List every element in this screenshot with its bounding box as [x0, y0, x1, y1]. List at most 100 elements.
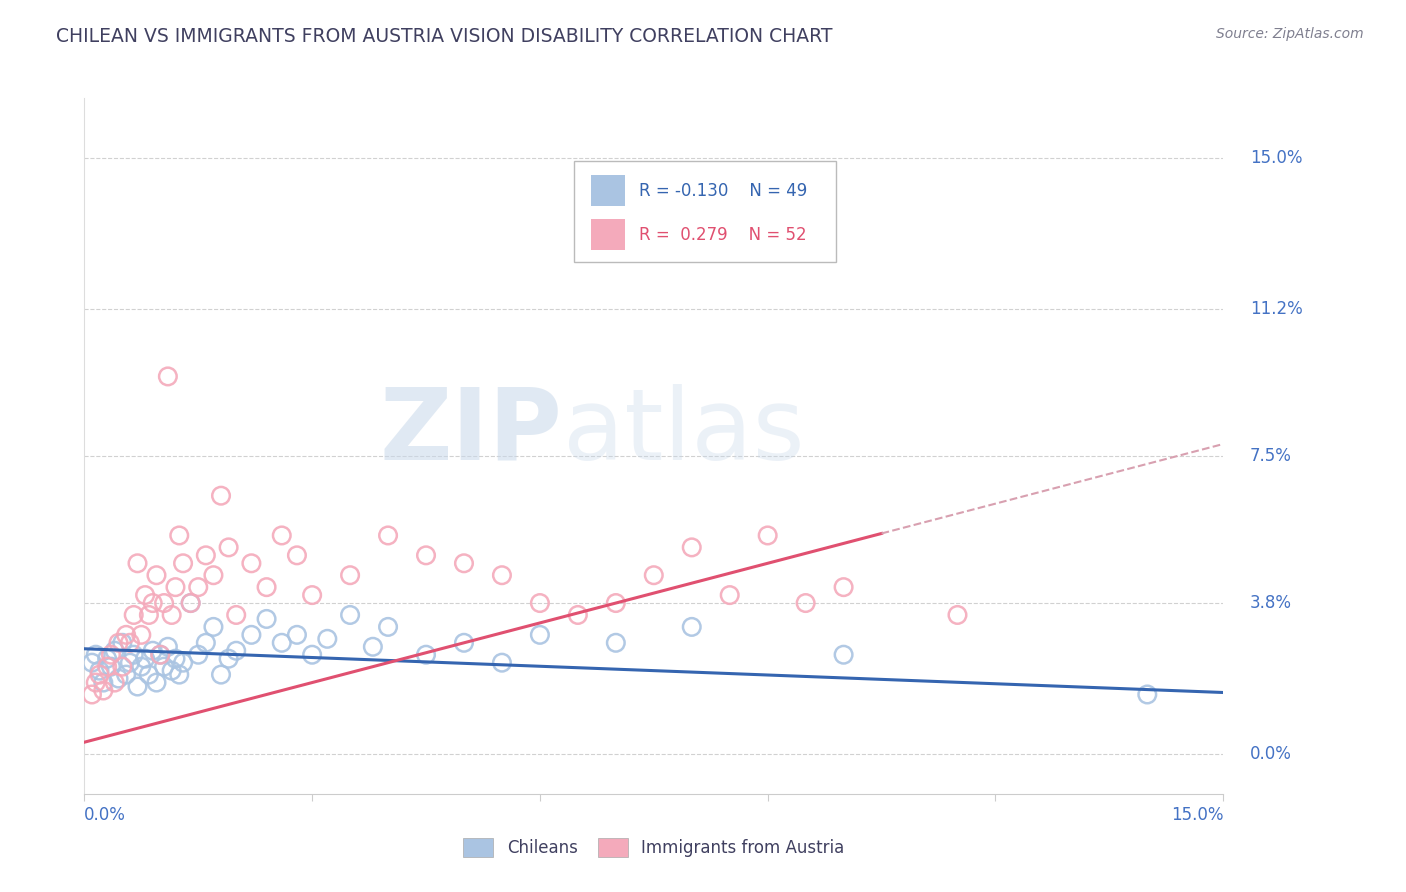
Point — [153, 659, 176, 673]
Point — [256, 580, 278, 594]
Point — [301, 648, 323, 662]
Point — [129, 659, 153, 673]
Point — [718, 588, 741, 602]
Point — [180, 596, 202, 610]
Point — [605, 596, 627, 610]
Point — [832, 580, 855, 594]
Point — [285, 549, 308, 563]
Point — [218, 651, 240, 665]
Point — [115, 628, 138, 642]
Point — [270, 636, 292, 650]
Point — [165, 651, 187, 665]
Text: CHILEAN VS IMMIGRANTS FROM AUSTRIA VISION DISABILITY CORRELATION CHART: CHILEAN VS IMMIGRANTS FROM AUSTRIA VISIO… — [56, 27, 832, 45]
Text: 0.0%: 0.0% — [1250, 745, 1292, 764]
Text: 15.0%: 15.0% — [1171, 805, 1223, 824]
Point — [453, 556, 475, 570]
Point — [142, 644, 165, 658]
Point — [107, 672, 129, 686]
Point — [794, 596, 817, 610]
Point — [100, 648, 122, 662]
Point — [107, 636, 129, 650]
Text: Source: ZipAtlas.com: Source: ZipAtlas.com — [1216, 27, 1364, 41]
FancyBboxPatch shape — [591, 219, 626, 251]
Point — [156, 369, 179, 384]
Point — [180, 596, 202, 610]
Point — [104, 644, 127, 658]
Point — [194, 636, 217, 650]
Point — [84, 675, 107, 690]
Point — [240, 556, 263, 570]
Point — [194, 549, 217, 563]
Point — [491, 656, 513, 670]
FancyBboxPatch shape — [591, 175, 626, 206]
Point — [153, 596, 176, 610]
Text: 0.0%: 0.0% — [84, 805, 127, 824]
Point — [218, 541, 240, 555]
FancyBboxPatch shape — [574, 161, 837, 261]
Point — [89, 664, 111, 678]
Point — [225, 607, 247, 622]
Point — [165, 580, 187, 594]
Point — [172, 556, 194, 570]
Text: atlas: atlas — [562, 384, 804, 481]
Text: 3.8%: 3.8% — [1250, 594, 1292, 612]
Text: R =  0.279    N = 52: R = 0.279 N = 52 — [638, 226, 807, 244]
Point — [361, 640, 384, 654]
Point — [115, 667, 138, 681]
Point — [169, 528, 191, 542]
Point — [756, 528, 779, 542]
Point — [377, 528, 399, 542]
Point — [301, 588, 323, 602]
Point — [172, 656, 194, 670]
Point — [138, 607, 160, 622]
Point — [225, 644, 247, 658]
Point — [415, 549, 437, 563]
Point — [169, 667, 191, 681]
Point — [946, 607, 969, 622]
Text: ZIP: ZIP — [380, 384, 562, 481]
Point — [96, 659, 118, 673]
Point — [160, 607, 183, 622]
Point — [240, 628, 263, 642]
Point — [339, 607, 361, 622]
Point — [80, 688, 103, 702]
Point — [122, 648, 145, 662]
Point — [149, 648, 172, 662]
Point — [209, 489, 232, 503]
Point — [122, 607, 145, 622]
Point — [145, 568, 167, 582]
Point — [643, 568, 665, 582]
Point — [89, 667, 111, 681]
Point — [138, 667, 160, 681]
Point — [605, 636, 627, 650]
Text: 15.0%: 15.0% — [1250, 149, 1302, 167]
Point — [187, 580, 209, 594]
Point — [529, 628, 551, 642]
Point — [111, 636, 134, 650]
Text: R = -0.130    N = 49: R = -0.130 N = 49 — [638, 181, 807, 200]
Point — [377, 620, 399, 634]
Point — [681, 541, 703, 555]
Point — [149, 648, 172, 662]
Point — [339, 568, 361, 582]
Text: 7.5%: 7.5% — [1250, 447, 1292, 465]
Point — [256, 612, 278, 626]
Point — [80, 656, 103, 670]
Point — [316, 632, 339, 646]
Point — [202, 568, 225, 582]
Point — [202, 620, 225, 634]
Point — [111, 659, 134, 673]
Point — [415, 648, 437, 662]
Point — [118, 656, 141, 670]
Point — [142, 596, 165, 610]
Point — [84, 648, 107, 662]
Point — [129, 628, 153, 642]
Point — [93, 675, 115, 690]
Point — [134, 588, 156, 602]
Point — [270, 528, 292, 542]
Point — [127, 680, 149, 694]
Point — [491, 568, 513, 582]
Point — [567, 607, 589, 622]
Point — [104, 675, 127, 690]
Point — [285, 628, 308, 642]
